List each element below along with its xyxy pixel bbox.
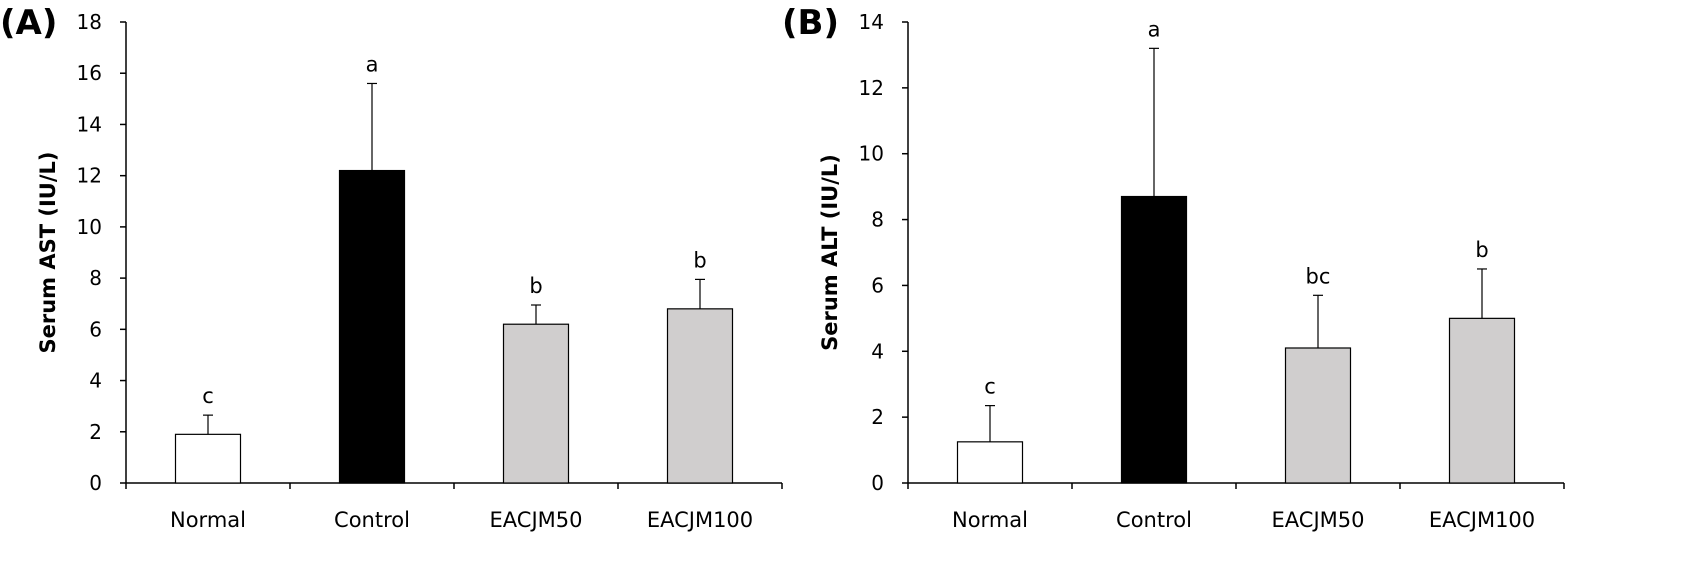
y-tick-label: 12 — [77, 164, 102, 188]
bar-eacjm100 — [1448, 317, 1516, 484]
y-tick-label: 18 — [77, 10, 102, 34]
significance-label: a — [366, 52, 379, 76]
significance-label: b — [1475, 238, 1488, 262]
y-tick-label: 16 — [77, 61, 102, 85]
x-category-label: Normal — [952, 508, 1028, 532]
significance-label: a — [1148, 17, 1161, 41]
y-axis-title: Serum AST (IU/L) — [36, 152, 60, 354]
x-category-label: EACJM100 — [1429, 508, 1535, 532]
y-tick-label: 6 — [871, 273, 884, 297]
significance-label: b — [529, 274, 542, 298]
bar-eacjm50 — [1284, 347, 1352, 484]
bar-control — [338, 169, 406, 484]
y-tick-label: 10 — [77, 215, 102, 239]
panel-a: (A) 0 2 4 6 8 10 12 14 16 18 Serum AST (IU/L) c Norma… — [0, 3, 783, 532]
bar-normal — [174, 433, 242, 484]
significance-label: bc — [1306, 264, 1331, 288]
bar-eacjm100 — [666, 308, 734, 484]
x-category-label: EACJM50 — [1272, 508, 1365, 532]
x-category-label: Control — [1116, 508, 1192, 532]
y-tick-label: 12 — [859, 76, 884, 100]
significance-label: c — [202, 384, 214, 408]
x-category-label: Control — [334, 508, 410, 532]
y-tick-label: 4 — [89, 369, 102, 393]
y-tick-label: 8 — [89, 266, 102, 290]
y-tick-label: 2 — [871, 405, 884, 429]
bar-control — [1120, 195, 1188, 484]
x-category-label: Normal — [170, 508, 246, 532]
panel-b: (B) 0 2 4 6 8 10 12 14 Serum ALT (IU/L) c Normal a Co… — [782, 3, 1565, 532]
y-axis-title: Serum ALT (IU/L) — [818, 154, 842, 351]
y-tick-label: 4 — [871, 339, 884, 363]
y-tick-label: 2 — [89, 420, 102, 444]
y-tick-label: 0 — [89, 471, 102, 495]
x-category-label: EACJM100 — [647, 508, 753, 532]
y-tick-label: 14 — [77, 112, 102, 136]
significance-label: c — [984, 375, 996, 399]
panel-label: (A) — [0, 3, 57, 43]
bar-eacjm50 — [502, 323, 570, 484]
significance-label: b — [693, 248, 706, 272]
x-category-label: EACJM50 — [490, 508, 583, 532]
y-tick-label: 10 — [859, 142, 884, 166]
y-tick-label: 0 — [871, 471, 884, 495]
y-tick-label: 14 — [859, 10, 884, 34]
y-tick-label: 6 — [89, 317, 102, 341]
y-tick-label: 8 — [871, 208, 884, 232]
panel-label: (B) — [782, 3, 839, 43]
bar-normal — [956, 441, 1024, 484]
